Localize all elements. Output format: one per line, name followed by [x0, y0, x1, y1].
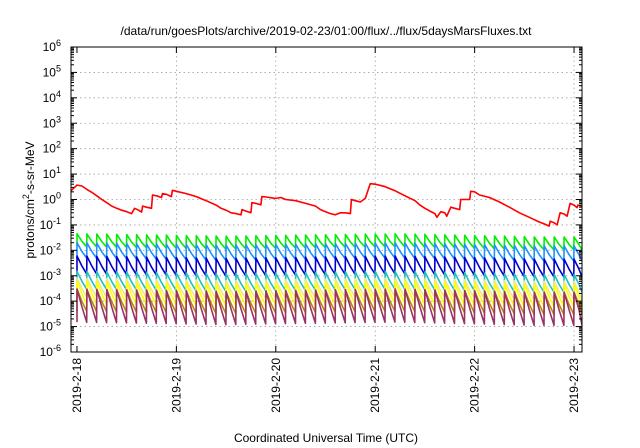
y-tick-label: 100: [43, 191, 61, 207]
y-tick-label-exponent: -6: [53, 343, 61, 353]
y-tick-label-exponent: 5: [56, 63, 61, 73]
series-line: [76, 270, 582, 293]
y-tick-label-base: 10: [43, 116, 57, 130]
x-tick-label: 2019-2-19: [169, 358, 183, 413]
series-line: [76, 255, 582, 278]
y-tick-label: 102: [43, 140, 61, 156]
x-tick-label: 2019-2-21: [368, 358, 382, 413]
y-tick-label-base: 10: [40, 294, 54, 308]
y-tick-label: 10-4: [40, 292, 61, 308]
y-tick-label-base: 10: [40, 243, 54, 257]
y-axis-label-rest: -s-sr-MeV: [23, 141, 37, 194]
y-tick-label-exponent: -3: [53, 267, 61, 277]
y-tick-label: 105: [43, 63, 61, 79]
x-tick-label: 2019-2-23: [567, 358, 581, 413]
y-axis-label: protons/cm2-s-sr-MeV: [21, 141, 37, 258]
y-tick-label-base: 10: [43, 142, 57, 156]
series-line: [76, 232, 582, 251]
y-tick-label: 106: [43, 38, 61, 54]
y-tick-label-base: 10: [40, 218, 54, 232]
chart-title: /data/run/goesPlots/archive/2019-02-23/0…: [121, 24, 533, 38]
y-tick-label-base: 10: [43, 40, 57, 54]
y-tick-label-base: 10: [40, 269, 54, 283]
y-tick-label-base: 10: [43, 91, 57, 105]
grid: [71, 47, 582, 352]
series-line: [76, 241, 582, 262]
y-tick-label-exponent: 6: [56, 38, 61, 48]
x-axis-label: Coordinated Universal Time (UTC): [234, 431, 418, 445]
y-axis: 10-610-510-410-310-210-11001011021031041…: [40, 38, 582, 359]
y-tick-label-exponent: 4: [56, 89, 61, 99]
x-tick-label: 2019-2-18: [70, 358, 84, 413]
y-tick-label-base: 10: [40, 345, 54, 359]
series-line: [76, 277, 582, 301]
y-tick-label: 10-3: [40, 267, 61, 283]
y-tick-label: 104: [43, 89, 61, 105]
series-line: [76, 288, 582, 327]
y-tick-label-exponent: -2: [53, 241, 61, 251]
y-tick-label-exponent: -1: [53, 216, 61, 226]
y-tick-label: 10-1: [40, 216, 61, 232]
y-tick-label: 10-2: [40, 241, 61, 257]
series-group: [71, 182, 582, 327]
y-axis-label-main: protons/cm: [23, 199, 37, 258]
y-tick-label: 101: [43, 165, 61, 181]
y-tick-label-exponent: 3: [56, 114, 61, 124]
y-tick-label: 10-5: [40, 318, 61, 334]
y-tick-label-exponent: 0: [56, 191, 61, 201]
y-tick-label-exponent: -5: [53, 318, 61, 328]
y-tick-label: 10-6: [40, 343, 61, 359]
y-tick-label-base: 10: [43, 65, 57, 79]
x-axis: 2019-2-18 2019-2-19 2019-2-20 2019-2-21 2019…: [70, 47, 581, 413]
y-tick-label-base: 10: [43, 167, 57, 181]
y-tick-label-base: 10: [40, 320, 54, 334]
y-tick-label-exponent: -4: [53, 292, 61, 302]
x-tick-label: 2019-2-22: [468, 358, 482, 413]
y-tick-label-exponent: 2: [56, 140, 61, 150]
y-tick-label: 103: [43, 114, 61, 130]
series-line: [76, 280, 582, 308]
x-tick-label: 2019-2-20: [269, 358, 283, 413]
series-line: [71, 182, 582, 227]
y-tick-label-exponent: 1: [56, 165, 61, 175]
y-axis-label-sup: 2: [21, 194, 31, 199]
y-tick-label-base: 10: [43, 193, 57, 207]
